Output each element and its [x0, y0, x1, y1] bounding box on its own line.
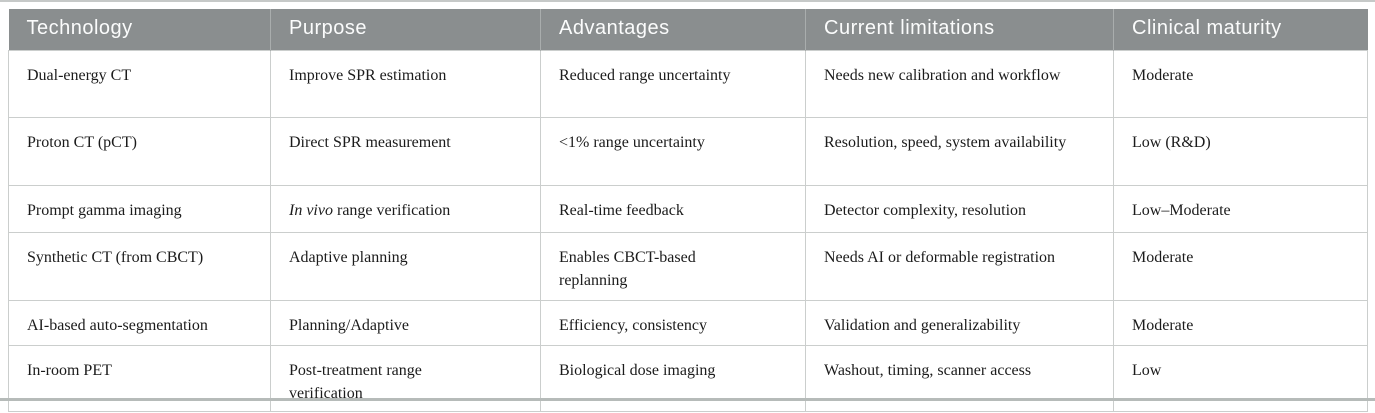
cell-advantages: Biological dose imaging: [540, 344, 806, 412]
cell-text: Moderate: [1132, 248, 1194, 266]
cell-text-rest: range verification: [332, 201, 451, 219]
cell-technology: Prompt gamma imaging: [8, 184, 271, 233]
cell-advantages: Enables CBCT-based replanning: [540, 231, 806, 301]
cell-maturity: Moderate: [1113, 231, 1368, 301]
cell-text: Low: [1132, 361, 1162, 379]
cell-text: Planning/Adaptive: [289, 316, 409, 334]
cell-text: Needs AI or deformable registration: [824, 248, 1056, 266]
cell-text: Real-time feedback: [559, 201, 684, 219]
cell-maturity: Moderate: [1113, 299, 1368, 346]
cell-text: Adaptive planning: [289, 248, 408, 266]
cell-text: Washout, timing, scanner access: [824, 361, 1032, 379]
column-header-technology: Technology: [8, 9, 271, 50]
table-row: Prompt gamma imaging In vivo range verif…: [8, 184, 1368, 233]
cell-technology: Synthetic CT (from CBCT): [8, 231, 271, 301]
cell-text: In vivo range verification: [289, 199, 489, 222]
cell-technology: Dual-energy CT: [8, 49, 271, 118]
cell-purpose: Post-treatment range verification: [270, 344, 541, 412]
cell-text: Post-treatment range verification: [289, 361, 422, 402]
cell-text: <1% range uncertainty: [559, 133, 705, 151]
cell-limitations: Validation and generalizability: [805, 299, 1114, 346]
cell-text: Improve SPR estimation: [289, 66, 447, 84]
cell-maturity: Low–Moderate: [1113, 184, 1368, 233]
column-header-purpose: Purpose: [270, 9, 541, 50]
cell-technology: Proton CT (pCT): [8, 116, 271, 186]
cell-advantages: Reduced range uncertainty: [540, 49, 806, 118]
cell-text: Moderate: [1132, 316, 1194, 334]
cell-text-italic: In vivo: [289, 201, 333, 219]
cell-purpose: Improve SPR estimation: [270, 49, 541, 118]
technology-comparison-table: Technology Purpose Advantages Current li…: [8, 9, 1368, 412]
cell-limitations: Resolution, speed, system availability: [805, 116, 1114, 186]
cell-text: Detector complexity, resolution: [824, 201, 1027, 219]
cell-text: Efficiency, consistency: [559, 316, 707, 334]
cell-technology: In-room PET: [8, 344, 271, 412]
cell-maturity: Low (R&D): [1113, 116, 1368, 186]
cell-purpose: Adaptive planning: [270, 231, 541, 301]
header-row: Technology Purpose Advantages Current li…: [8, 9, 1368, 50]
cell-limitations: Washout, timing, scanner access: [805, 344, 1114, 412]
cell-text: AI-based auto-segmentation: [27, 316, 208, 334]
cell-advantages: Real-time feedback: [540, 184, 806, 233]
column-header-current-limitations: Current limitations: [805, 9, 1114, 50]
cell-text: Synthetic CT (from CBCT): [27, 248, 204, 266]
cell-advantages: <1% range uncertainty: [540, 116, 806, 186]
table-row: In-room PET Post-treatment range verific…: [8, 344, 1368, 412]
cell-limitations: Detector complexity, resolution: [805, 184, 1114, 233]
table-row: Synthetic CT (from CBCT) Adaptive planni…: [8, 231, 1368, 301]
top-rule: [0, 0, 1375, 2]
bottom-rule: [0, 398, 1375, 401]
cell-text: Validation and generalizability: [824, 316, 1021, 334]
cell-text: Proton CT (pCT): [27, 133, 137, 151]
cell-purpose: Planning/Adaptive: [270, 299, 541, 346]
cell-purpose: In vivo range verification: [270, 184, 541, 233]
cell-text: Low (R&D): [1132, 133, 1211, 151]
cell-text: Moderate: [1132, 66, 1194, 84]
cell-limitations: Needs AI or deformable registration: [805, 231, 1114, 301]
cell-technology: AI-based auto-segmentation: [8, 299, 271, 346]
cell-text: Biological dose imaging: [559, 361, 716, 379]
cell-purpose: Direct SPR measurement: [270, 116, 541, 186]
cell-text: Resolution, speed, system availability: [824, 133, 1067, 151]
cell-advantages: Efficiency, consistency: [540, 299, 806, 346]
cell-text: Low–Moderate: [1132, 201, 1231, 219]
column-header-advantages: Advantages: [540, 9, 806, 50]
cell-text: Dual-energy CT: [27, 66, 132, 84]
cell-maturity: Low: [1113, 344, 1368, 412]
cell-limitations: Needs new calibration and workflow: [805, 49, 1114, 118]
cell-text: Enables CBCT-based replanning: [559, 248, 696, 289]
cell-text: Direct SPR measurement: [289, 133, 451, 151]
table-row: Dual-energy CT Improve SPR estimation Re…: [8, 49, 1368, 118]
table-row: Proton CT (pCT) Direct SPR measurement <…: [8, 116, 1368, 186]
cell-text: Needs new calibration and workflow: [824, 66, 1061, 84]
column-header-clinical-maturity: Clinical maturity: [1113, 9, 1368, 50]
cell-maturity: Moderate: [1113, 49, 1368, 118]
cell-text: In-room PET: [27, 361, 112, 379]
table-row: AI-based auto-segmentation Planning/Adap…: [8, 299, 1368, 346]
cell-text: Prompt gamma imaging: [27, 201, 182, 219]
cell-text: Reduced range uncertainty: [559, 66, 731, 84]
